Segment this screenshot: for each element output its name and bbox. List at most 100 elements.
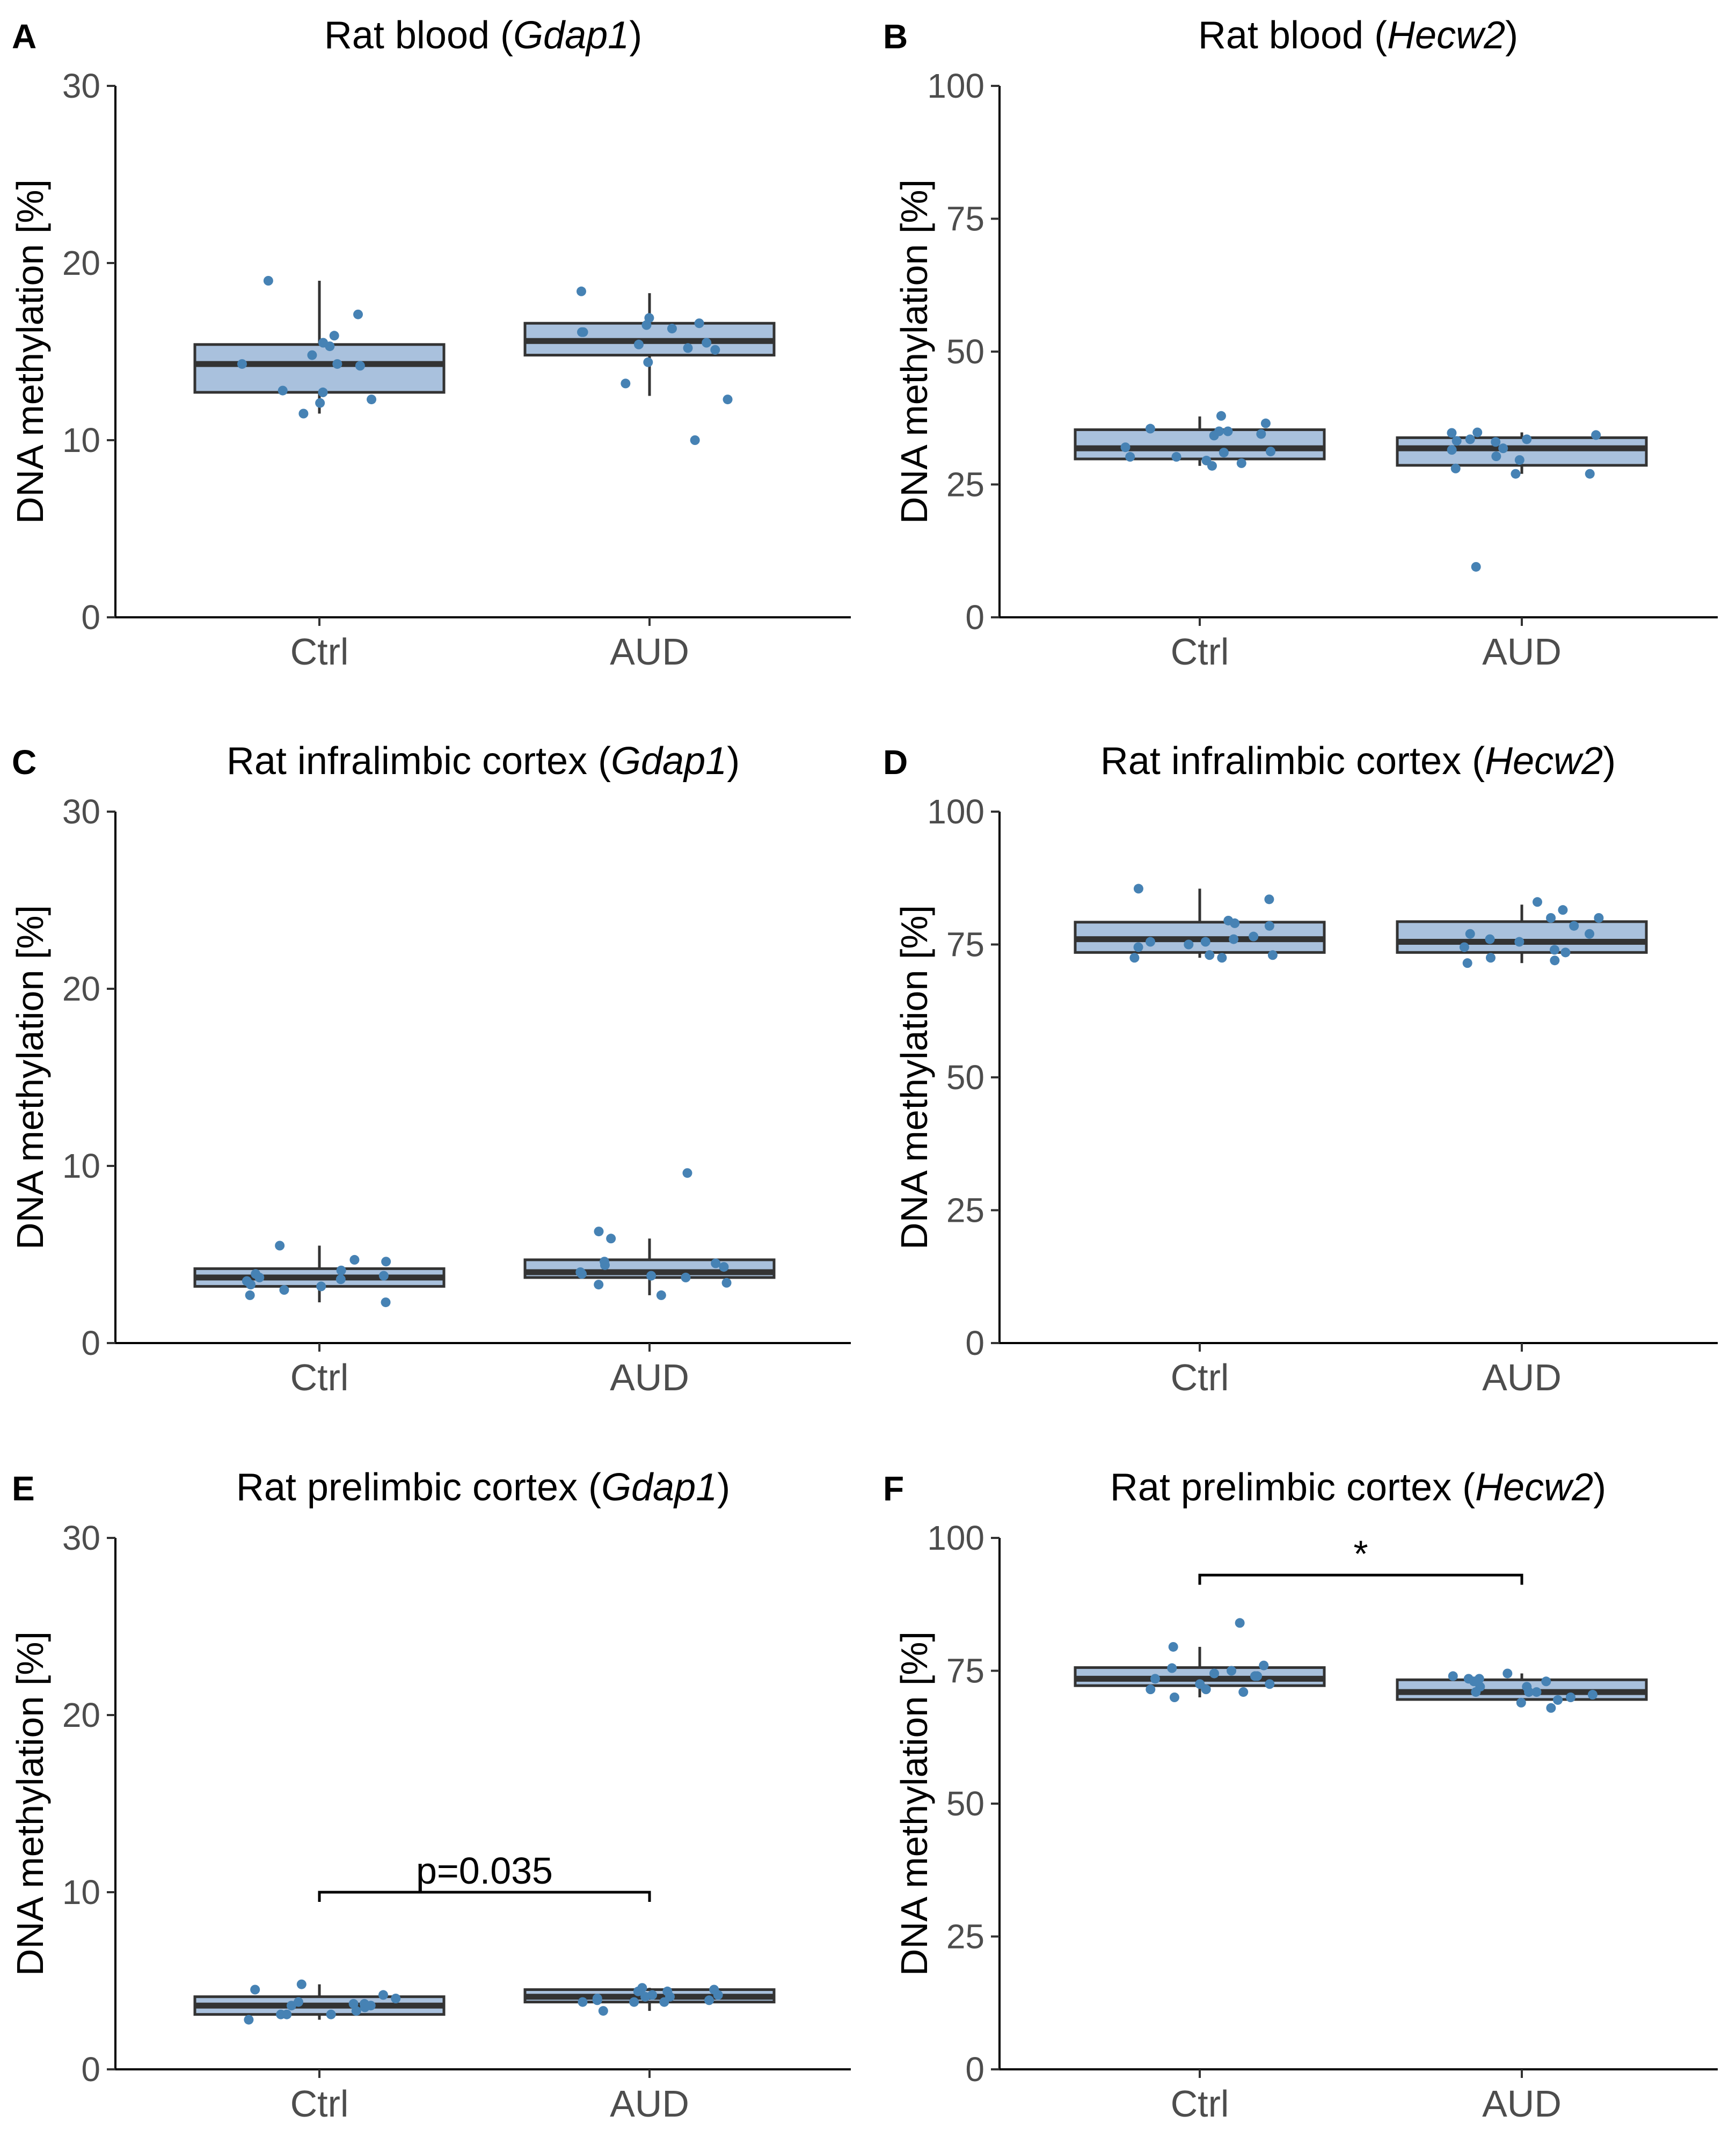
y-axis-title: DNA methylation [%] xyxy=(9,179,51,524)
y-tick-label: 30 xyxy=(62,67,100,105)
panel-title: Rat blood (Hecw2) xyxy=(1198,14,1518,57)
data-point xyxy=(326,2009,336,2019)
data-point xyxy=(578,1997,588,2007)
data-point xyxy=(279,1285,289,1295)
data-point xyxy=(1227,1666,1237,1676)
x-tick-label: AUD xyxy=(610,2083,689,2125)
data-point xyxy=(1168,1642,1178,1652)
data-point xyxy=(237,359,247,369)
y-tick-label: 10 xyxy=(62,421,100,459)
data-point xyxy=(1235,1618,1245,1628)
data-point xyxy=(1462,958,1472,968)
title-suffix: ) xyxy=(1505,14,1518,57)
y-tick-label: 0 xyxy=(965,598,984,637)
data-point xyxy=(1459,942,1469,952)
data-point xyxy=(1120,442,1130,453)
data-point xyxy=(1264,894,1274,904)
data-point xyxy=(629,1997,639,2007)
data-point xyxy=(1129,953,1140,963)
title-gene: Gdap1 xyxy=(513,14,629,57)
data-point xyxy=(1169,1693,1179,1702)
data-point xyxy=(1549,945,1559,955)
panel-b: B Rat blood (Hecw2) DNA methylation [%] 0 25… xyxy=(883,14,1718,673)
y-axis-title: DNA methylation [%] xyxy=(9,1631,51,1976)
data-point xyxy=(681,1272,691,1282)
title-prefix: Rat blood ( xyxy=(324,14,513,57)
data-point xyxy=(1450,463,1461,473)
title-gene: Gdap1 xyxy=(601,1466,717,1509)
panel-a: A Rat blood (Gdap1) DNA methylation [%] 0 10… xyxy=(9,14,851,673)
data-point xyxy=(1238,1687,1249,1697)
data-point xyxy=(606,1234,616,1244)
data-point xyxy=(1546,913,1556,923)
data-point xyxy=(1201,455,1212,465)
data-point xyxy=(1146,937,1156,947)
y-tick-label: 10 xyxy=(62,1873,100,1912)
y-tick-label: 0 xyxy=(965,2050,984,2089)
title-gene: Hecw2 xyxy=(1485,740,1603,783)
data-point xyxy=(1216,411,1226,421)
data-point xyxy=(1465,929,1475,939)
data-point xyxy=(353,309,363,319)
data-point xyxy=(1125,452,1135,462)
data-point xyxy=(643,357,653,367)
title-suffix: ) xyxy=(1603,740,1616,783)
x-tick-label: Ctrl xyxy=(1171,1356,1229,1398)
panel-letter: D xyxy=(883,743,908,782)
data-point xyxy=(1259,1660,1269,1671)
data-point xyxy=(1514,455,1525,465)
title-gene: Hecw2 xyxy=(1387,14,1505,57)
data-point xyxy=(711,1258,721,1268)
data-point xyxy=(1550,955,1560,966)
data-point xyxy=(1184,939,1194,950)
data-point xyxy=(1145,424,1155,434)
data-point xyxy=(592,1994,602,2003)
data-point xyxy=(1485,934,1495,944)
data-point xyxy=(578,327,588,337)
y-axis-title: DNA methylation [%] xyxy=(893,905,935,1250)
x-tick-label: AUD xyxy=(610,631,689,673)
data-point xyxy=(381,1297,391,1308)
panel-letter: F xyxy=(883,1469,904,1508)
data-point xyxy=(599,1257,609,1267)
data-point xyxy=(690,435,700,445)
data-point xyxy=(1447,445,1457,455)
data-point xyxy=(1558,905,1568,915)
data-point xyxy=(278,385,288,396)
data-point xyxy=(318,387,328,397)
y-tick-label: 100 xyxy=(927,67,984,105)
y-tick-label: 0 xyxy=(81,598,100,637)
data-point xyxy=(1205,950,1215,960)
data-point xyxy=(621,378,631,389)
y-tick-label: 10 xyxy=(62,1147,100,1185)
data-point xyxy=(378,1271,389,1281)
data-point xyxy=(709,1985,719,1995)
data-point xyxy=(1541,1676,1551,1687)
y-tick-label: 30 xyxy=(62,1519,100,1557)
data-point xyxy=(332,359,342,369)
data-point xyxy=(1167,1663,1177,1673)
data-point xyxy=(1146,1684,1156,1695)
data-point xyxy=(1587,1690,1598,1700)
y-tick-label: 25 xyxy=(946,1917,984,1956)
data-point xyxy=(1133,884,1143,894)
panel-letter: E xyxy=(12,1469,35,1508)
y-axis-title: DNA methylation [%] xyxy=(893,1631,935,1976)
data-point xyxy=(1469,1676,1479,1687)
data-point xyxy=(329,331,339,341)
data-point xyxy=(1585,469,1595,479)
data-point xyxy=(1594,913,1604,923)
data-point xyxy=(1214,426,1224,436)
y-axis-title: DNA methylation [%] xyxy=(9,905,51,1250)
y-tick-label: 20 xyxy=(62,244,100,282)
data-point xyxy=(245,1290,255,1300)
title-prefix: Rat prelimbic cortex ( xyxy=(1110,1466,1475,1509)
panel-letter: B xyxy=(883,17,908,56)
data-point xyxy=(682,1168,692,1178)
data-point xyxy=(1236,458,1246,468)
title-prefix: Rat blood ( xyxy=(1198,14,1387,57)
data-point xyxy=(318,338,329,348)
x-tick-label: Ctrl xyxy=(290,1356,349,1398)
title-suffix: ) xyxy=(629,14,642,57)
data-point xyxy=(1267,950,1278,960)
